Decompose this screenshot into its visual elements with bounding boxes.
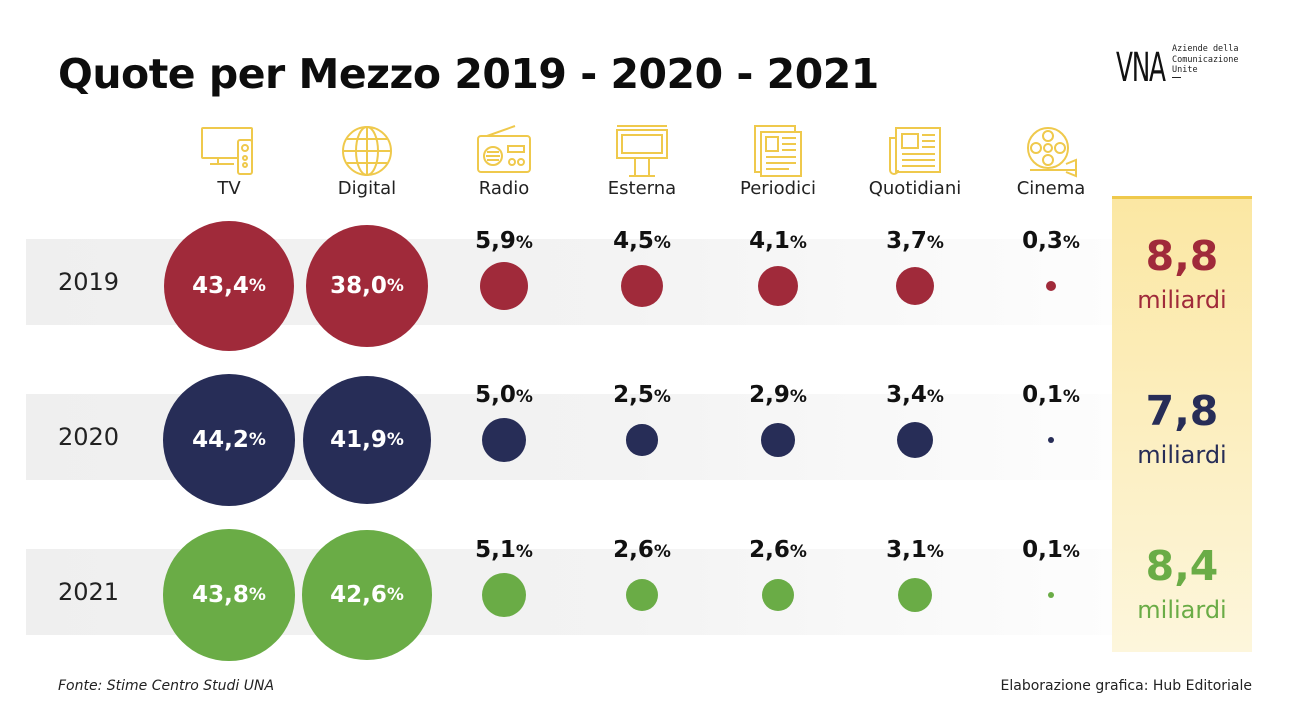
bubble-2019-radio bbox=[479, 261, 529, 311]
value-label-2021-esterna: 2,6% bbox=[613, 537, 671, 563]
category-label-periodici: Periodici bbox=[739, 178, 817, 199]
credit-note: Elaborazione grafica: Hub Editoriale bbox=[1000, 678, 1252, 694]
una-logo: VNA Aziende della Comunicazione Unite bbox=[1116, 42, 1256, 98]
category-label-quotidiani: Quotidiani bbox=[868, 178, 962, 199]
total-value-2021: 8,4 bbox=[1145, 542, 1219, 590]
bubble-2020-periodici bbox=[761, 423, 795, 457]
bubble-2020-cinema bbox=[1047, 436, 1055, 444]
value-label-2020-digital: 41,9% bbox=[330, 426, 404, 453]
year-label-2019: 2019 bbox=[58, 268, 120, 296]
total-unit-2020: miliardi bbox=[1137, 441, 1227, 469]
category-label-esterna: Esterna bbox=[607, 178, 677, 199]
value-label-2021-quotidiani: 3,1% bbox=[886, 537, 944, 563]
value-label-2021-digital: 42,6% bbox=[330, 581, 404, 608]
magazine-icon bbox=[749, 124, 807, 178]
bubble-2020-esterna bbox=[626, 424, 658, 456]
page-title: Quote per Mezzo 2019 - 2020 - 2021 bbox=[58, 50, 879, 98]
logo-line-1: Aziende della bbox=[1172, 44, 1239, 54]
value-label-2019-digital: 38,0% bbox=[330, 272, 404, 299]
globe-icon bbox=[338, 124, 396, 178]
value-label-2021-periodici: 2,6% bbox=[749, 537, 807, 563]
bubble-2020-radio bbox=[481, 417, 527, 463]
value-label-2019-esterna: 4,5% bbox=[613, 228, 671, 254]
total-value-2019: 8,8 bbox=[1145, 232, 1219, 280]
bubble-2021-cinema bbox=[1047, 591, 1055, 599]
logo-mark: VNA bbox=[1116, 45, 1166, 91]
value-label-2020-tv: 44,2% bbox=[192, 426, 266, 453]
source-note: Fonte: Stime Centro Studi UNA bbox=[58, 678, 275, 694]
bubble-2020-digital bbox=[302, 375, 432, 505]
bubble-2021-esterna bbox=[626, 579, 658, 611]
value-label-2019-tv: 43,4% bbox=[192, 272, 266, 299]
bubble-2019-periodici bbox=[757, 265, 799, 307]
logo-line-2: Comunicazione bbox=[1172, 54, 1239, 65]
value-label-2019-radio: 5,9% bbox=[475, 228, 533, 254]
value-label-2021-tv: 43,8% bbox=[192, 581, 266, 608]
tv-icon bbox=[200, 124, 258, 178]
year-label-2021: 2021 bbox=[58, 578, 120, 606]
bubble-2021-digital bbox=[302, 530, 432, 660]
bubble-2020-tv bbox=[163, 374, 295, 506]
radio-icon bbox=[475, 124, 533, 178]
totals-panel bbox=[1112, 196, 1252, 652]
category-label-radio: Radio bbox=[478, 178, 530, 199]
film-reel-icon bbox=[1022, 124, 1080, 178]
value-label-2020-esterna: 2,5% bbox=[613, 382, 671, 408]
value-label-2021-radio: 5,1% bbox=[475, 537, 533, 563]
bubble-2019-tv bbox=[163, 220, 295, 352]
newspaper-icon bbox=[886, 124, 944, 178]
category-label-tv: TV bbox=[217, 178, 241, 199]
value-label-2021-cinema: 0,1% bbox=[1022, 537, 1080, 563]
category-label-cinema: Cinema bbox=[1016, 178, 1086, 199]
logo-line-3: Unite bbox=[1172, 65, 1198, 75]
value-label-2019-periodici: 4,1% bbox=[749, 228, 807, 254]
bubble-2019-quotidiani bbox=[895, 266, 935, 306]
bubble-2019-digital bbox=[305, 224, 429, 348]
value-label-2020-radio: 5,0% bbox=[475, 382, 533, 408]
bubble-2019-cinema bbox=[1045, 280, 1057, 292]
bubble-2021-quotidiani bbox=[897, 577, 933, 613]
logo-underline bbox=[1172, 77, 1181, 78]
value-label-2020-periodici: 2,9% bbox=[749, 382, 807, 408]
category-label-digital: Digital bbox=[337, 178, 397, 199]
billboard-icon bbox=[613, 124, 671, 178]
value-label-2019-cinema: 0,3% bbox=[1022, 228, 1080, 254]
value-label-2019-quotidiani: 3,7% bbox=[886, 228, 944, 254]
value-label-2020-cinema: 0,1% bbox=[1022, 382, 1080, 408]
year-label-2020: 2020 bbox=[58, 423, 120, 451]
value-label-2020-quotidiani: 3,4% bbox=[886, 382, 944, 408]
bubble-2021-radio bbox=[481, 572, 527, 618]
total-unit-2019: miliardi bbox=[1137, 286, 1227, 314]
total-unit-2021: miliardi bbox=[1137, 596, 1227, 624]
total-value-2020: 7,8 bbox=[1145, 387, 1219, 435]
bubble-2020-quotidiani bbox=[896, 421, 934, 459]
bubble-2019-esterna bbox=[620, 264, 663, 307]
bubble-2021-tv bbox=[163, 529, 295, 661]
logo-text: Aziende della Comunicazione Unite bbox=[1172, 44, 1239, 76]
bubble-2021-periodici bbox=[762, 579, 794, 611]
